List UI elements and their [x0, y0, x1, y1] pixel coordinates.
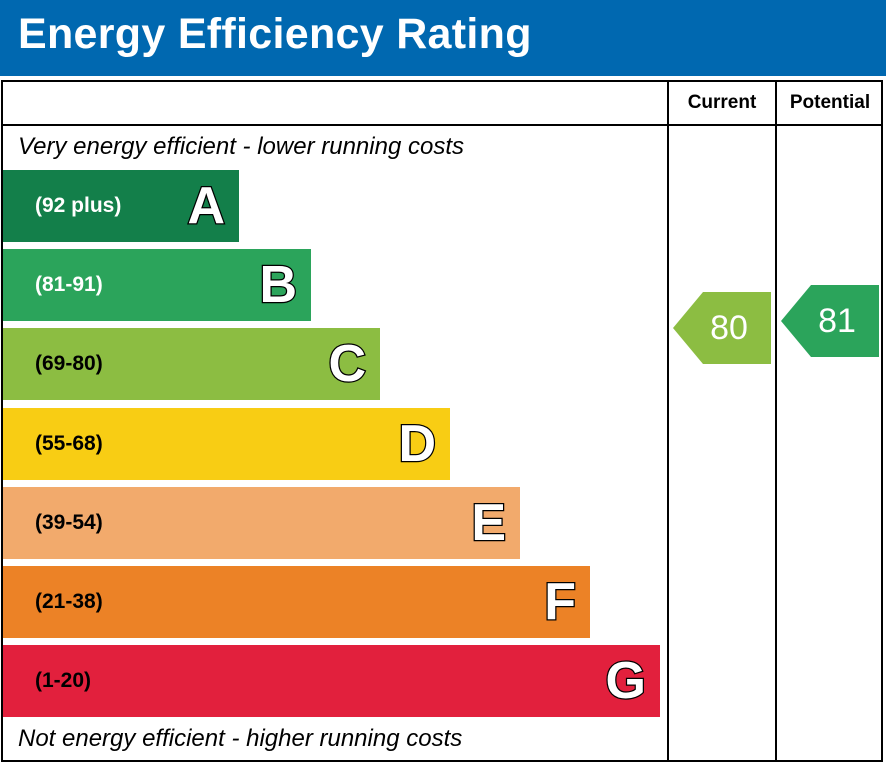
band-e: (39-54) E	[3, 487, 520, 559]
band-range-label: (39-54)	[35, 511, 103, 534]
top-note: Very energy efficient - lower running co…	[18, 133, 464, 160]
divider-current	[667, 80, 669, 762]
potential-rating-value: 81	[818, 301, 856, 340]
header-divider	[1, 124, 883, 126]
header-bar: Energy Efficiency Rating	[0, 0, 886, 76]
band-letter: F	[543, 572, 577, 633]
band-range-label: (1-20)	[35, 669, 92, 692]
rating-table-frame	[1, 80, 883, 762]
band-range-label: (69-80)	[35, 352, 103, 375]
band-b: (81-91) B	[3, 249, 311, 321]
band-f: (21-38) F	[3, 566, 590, 638]
divider-potential	[775, 80, 777, 762]
band-range-label: (21-38)	[35, 590, 103, 613]
band-letter: E	[470, 493, 507, 554]
current-rating-marker: 80	[673, 292, 771, 364]
column-header-potential: Potential	[789, 92, 871, 113]
band-letter: B	[258, 255, 298, 316]
bottom-note: Not energy efficient - higher running co…	[18, 725, 463, 752]
page-title: Energy Efficiency Rating	[18, 10, 532, 58]
current-rating-arrow	[673, 292, 771, 364]
band-c: (69-80) C	[3, 328, 380, 400]
potential-rating-arrow	[781, 285, 879, 357]
band-range-label: (92 plus)	[35, 194, 122, 217]
band-a: (92 plus) A	[3, 170, 239, 242]
band-letter: C	[327, 334, 367, 395]
band-letter: G	[604, 651, 647, 712]
band-range-label: (55-68)	[35, 432, 103, 455]
band-letter: A	[186, 176, 226, 237]
band-d: (55-68) D	[3, 408, 450, 480]
band-g: (1-20) G	[3, 645, 660, 717]
band-range-label: (81-91)	[35, 273, 103, 296]
current-rating-value: 80	[710, 308, 748, 347]
potential-rating-marker: 81	[781, 285, 879, 357]
band-letter: D	[397, 414, 437, 475]
column-header-current: Current	[687, 92, 757, 113]
